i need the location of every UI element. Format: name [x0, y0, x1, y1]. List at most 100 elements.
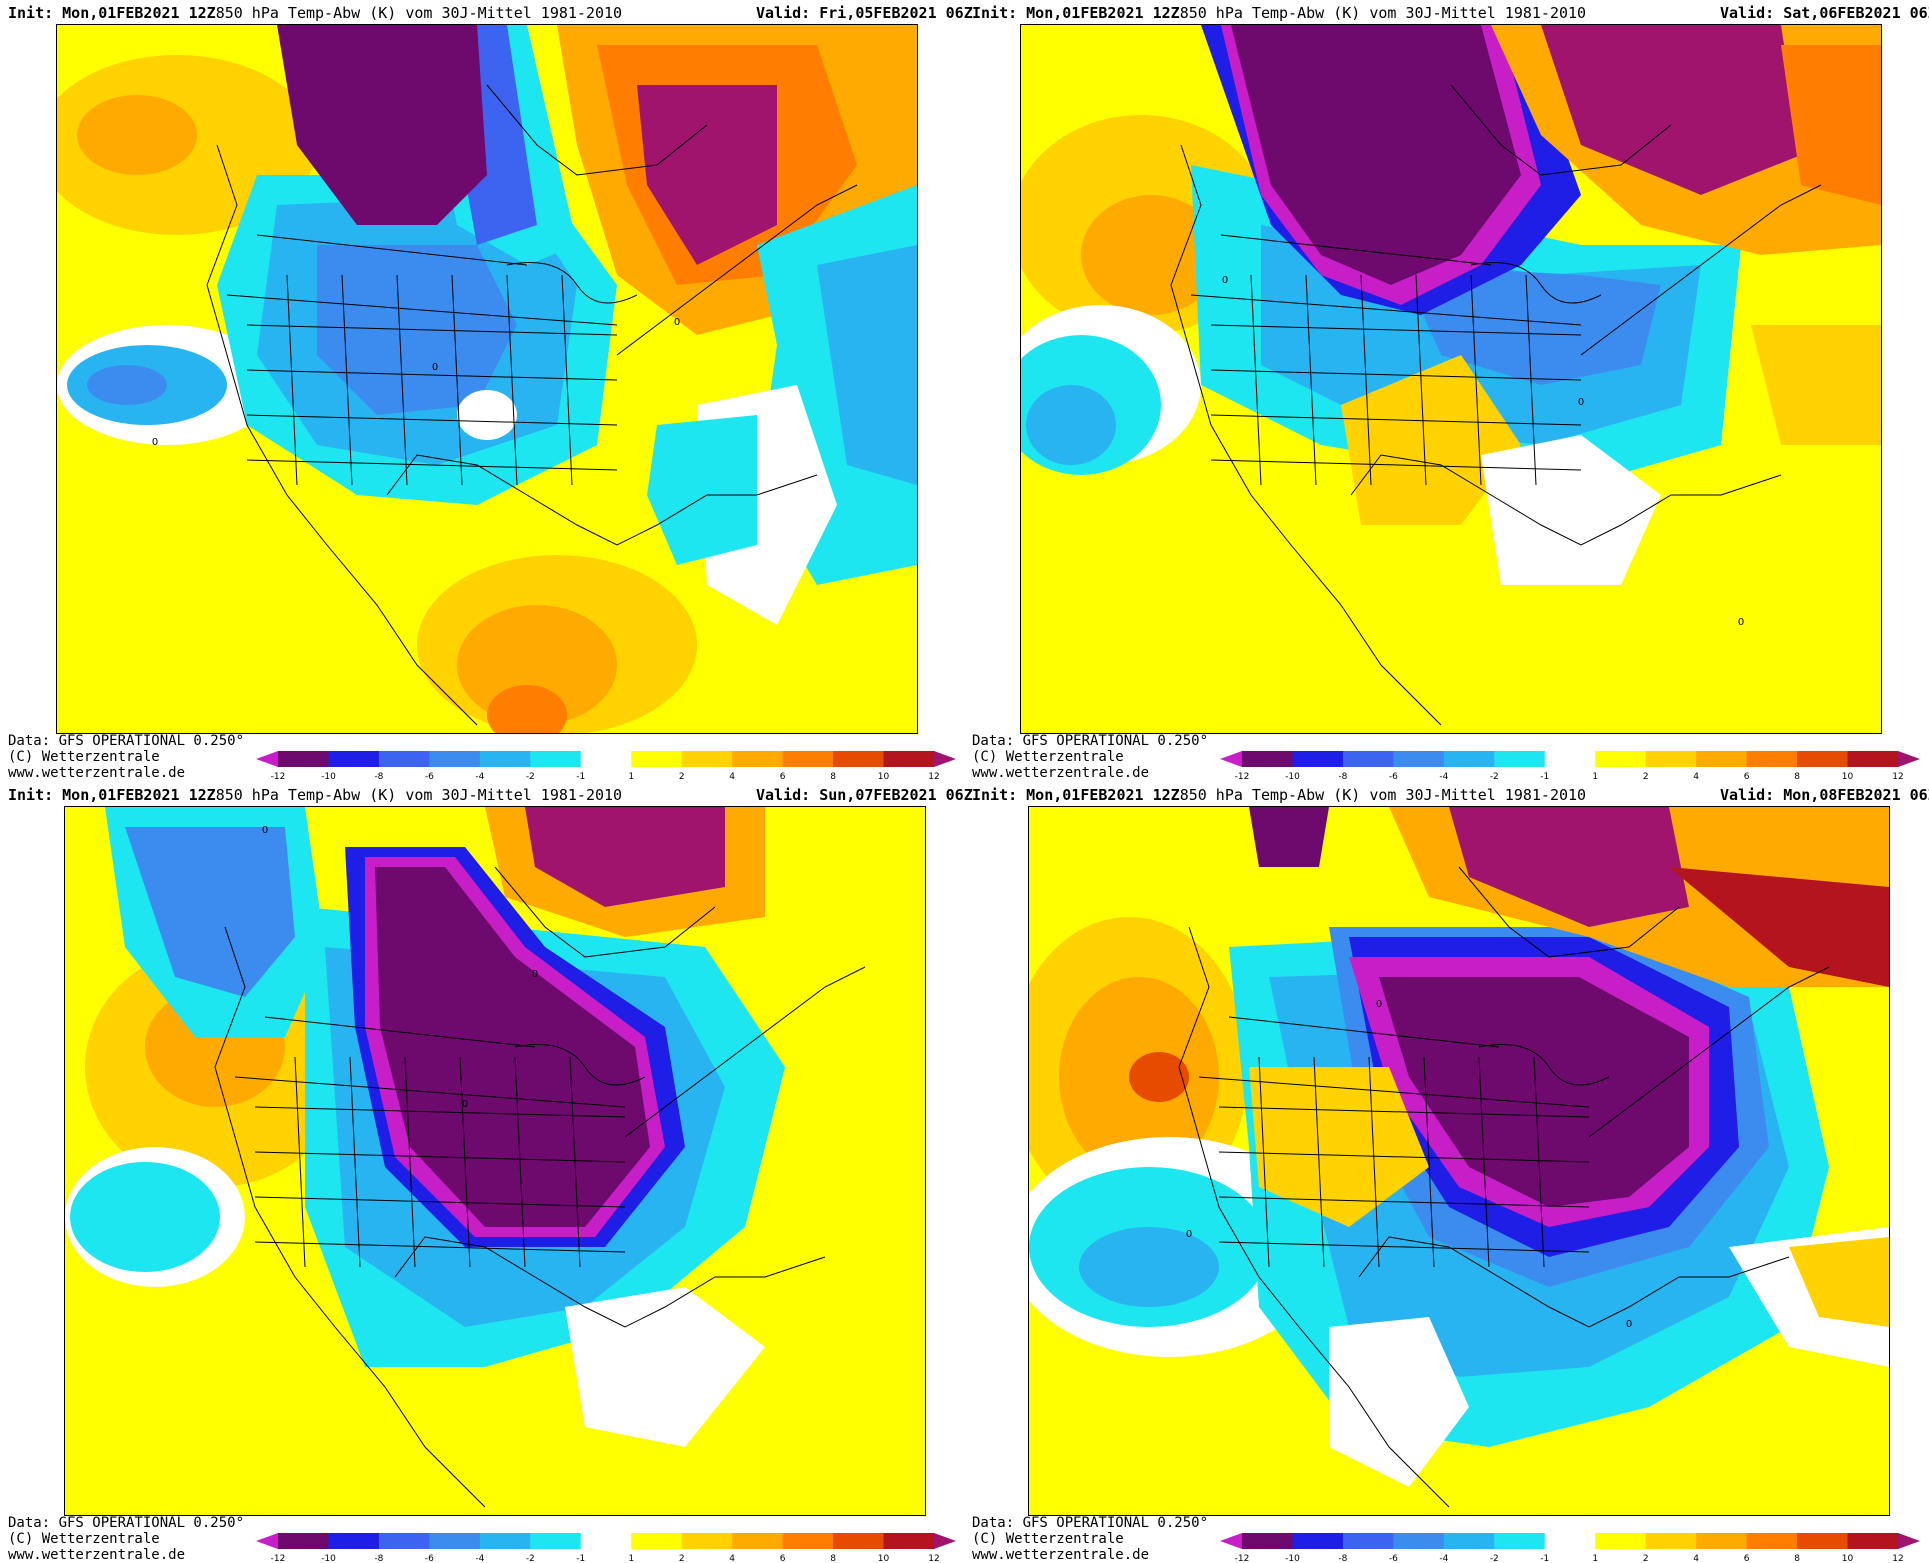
scale-tick-label: 12	[1892, 1554, 1903, 1563]
state-border	[1218, 1151, 1590, 1163]
scale-swatch	[530, 751, 582, 767]
panel-title: 850 hPa Temp-Abw (K) vom 30J-Mittel 1981…	[215, 786, 623, 804]
scale-tick-label: 1	[628, 1554, 634, 1563]
copyright: (C) Wetterzentrale	[8, 749, 160, 765]
website-url: www.wetterzentrale.de	[8, 765, 186, 781]
scale-arrow-high	[934, 751, 956, 767]
panel-header: Init: Mon,01FEB2021 12Z850 hPa Temp-Abw (…	[972, 784, 1929, 806]
state-border	[1250, 274, 1262, 486]
state-border	[1210, 414, 1582, 426]
scale-swatch	[328, 751, 380, 767]
forecast-panel-3: Init: Mon,01FEB2021 12Z850 hPa Temp-Abw (…	[0, 782, 973, 1563]
us-canada-border	[234, 1076, 626, 1108]
scale-swatch	[1595, 1533, 1647, 1549]
contour-label: 0	[1626, 1319, 1632, 1330]
scale-tick-label: 4	[729, 1554, 735, 1563]
state-border	[396, 274, 408, 486]
scale-swatch	[1393, 751, 1445, 767]
scale-tick-label: -6	[425, 772, 434, 781]
hudson-bay-outline	[494, 866, 716, 958]
scale-swatch	[631, 751, 683, 767]
state-border	[561, 274, 573, 486]
state-border	[1470, 274, 1482, 486]
scale-tick-label: 10	[878, 1554, 890, 1563]
scale-swatch	[1544, 1533, 1596, 1549]
anomaly-map: 0 0 0	[1028, 806, 1890, 1516]
scale-tick-label: -4	[475, 1554, 484, 1563]
great-lakes-outline	[514, 1044, 646, 1086]
state-border	[1368, 1056, 1380, 1268]
valid-label: Valid: Sun,07FEB2021 06Z	[756, 786, 973, 804]
anomaly-region	[457, 605, 617, 725]
anomaly-region	[817, 245, 917, 485]
scale-arrow-low	[256, 1533, 278, 1549]
map-outlines	[214, 866, 866, 1508]
state-border	[254, 1106, 626, 1118]
scale-tick-label: -4	[475, 772, 484, 781]
scale-tick-label: -12	[271, 1554, 286, 1563]
atlantic-coastline	[624, 966, 866, 1138]
state-border	[254, 1196, 626, 1208]
state-border	[1210, 324, 1582, 336]
scale-swatch	[1443, 751, 1495, 767]
scale-tick-label: -6	[425, 1554, 434, 1563]
scale-tick-label: -10	[321, 772, 336, 781]
pacific-coastline	[1170, 144, 1442, 726]
anomaly-region	[1401, 265, 1661, 385]
contour-label: 0	[262, 825, 268, 836]
website-url: www.wetterzentrale.de	[8, 1547, 186, 1563]
scale-tick-label: -8	[1338, 772, 1347, 781]
pacific-coastline	[1178, 926, 1450, 1508]
anomaly-region	[1481, 435, 1661, 585]
state-border	[1360, 274, 1372, 486]
scale-arrow-high	[934, 1533, 956, 1549]
scale-tick-label: 6	[1744, 1554, 1750, 1563]
anomaly-region	[1379, 977, 1689, 1207]
scale-arrow-low	[1220, 1533, 1242, 1549]
state-border	[341, 274, 353, 486]
map-outlines	[1170, 84, 1822, 726]
scale-tick-label: 12	[1892, 772, 1903, 781]
forecast-panel-2: Init: Mon,01FEB2021 12Z850 hPa Temp-Abw (…	[964, 0, 1929, 781]
anomaly-region	[1081, 195, 1221, 315]
scale-swatch	[681, 1533, 733, 1549]
gulf-coastline	[1358, 1236, 1790, 1328]
data-credit: Data: GFS OPERATIONAL 0.250° (C) Wetterz…	[972, 733, 1208, 781]
anomaly-region	[1249, 807, 1329, 867]
scale-swatch	[1393, 1533, 1445, 1549]
anomaly-region	[1781, 45, 1881, 205]
state-border	[1210, 369, 1582, 381]
data-source: Data: GFS OPERATIONAL 0.250°	[972, 1515, 1209, 1531]
scale-swatch	[782, 1533, 834, 1549]
canada-border	[1228, 1016, 1500, 1048]
state-border	[1218, 1196, 1590, 1208]
scale-tick-label: 4	[1693, 1554, 1699, 1563]
state-border	[1313, 1056, 1325, 1268]
scale-tick-label: -2	[526, 772, 535, 781]
scale-swatch	[1645, 1533, 1697, 1549]
anomaly-region	[1129, 1052, 1189, 1102]
state-border	[254, 1241, 626, 1253]
contour-label: 0	[532, 969, 538, 980]
anomaly-region	[637, 85, 777, 265]
scale-swatch	[1494, 751, 1546, 767]
contour-label: 0	[1578, 397, 1584, 408]
canada-border	[256, 234, 528, 266]
valid-value: Sun,07FEB2021 06Z	[819, 786, 973, 804]
init-label: Init:	[972, 786, 1018, 804]
scale-swatch	[378, 1533, 430, 1549]
scale-swatch	[479, 751, 531, 767]
scale-tick-label: -2	[1490, 772, 1499, 781]
scale-swatch	[530, 1533, 582, 1549]
scale-tick-label: -1	[576, 1554, 585, 1563]
panel-title: 850 hPa Temp-Abw (K) vom 30J-Mittel 1981…	[215, 4, 623, 22]
forecast-panel-4: Init: Mon,01FEB2021 12Z850 hPa Temp-Abw (…	[964, 782, 1929, 1563]
state-border	[1533, 1056, 1545, 1268]
scale-swatch	[732, 1533, 784, 1549]
scale-swatch	[1696, 1533, 1748, 1549]
scale-tick-label: -4	[1439, 1554, 1448, 1563]
us-canada-border	[226, 294, 618, 326]
state-border	[1305, 274, 1317, 486]
color-scale-legend: -12 -10 -8 -6 -4 -2 -1 1 2 4 6 8 10 12	[1220, 1533, 1920, 1563]
scale-swatch	[328, 1533, 380, 1549]
